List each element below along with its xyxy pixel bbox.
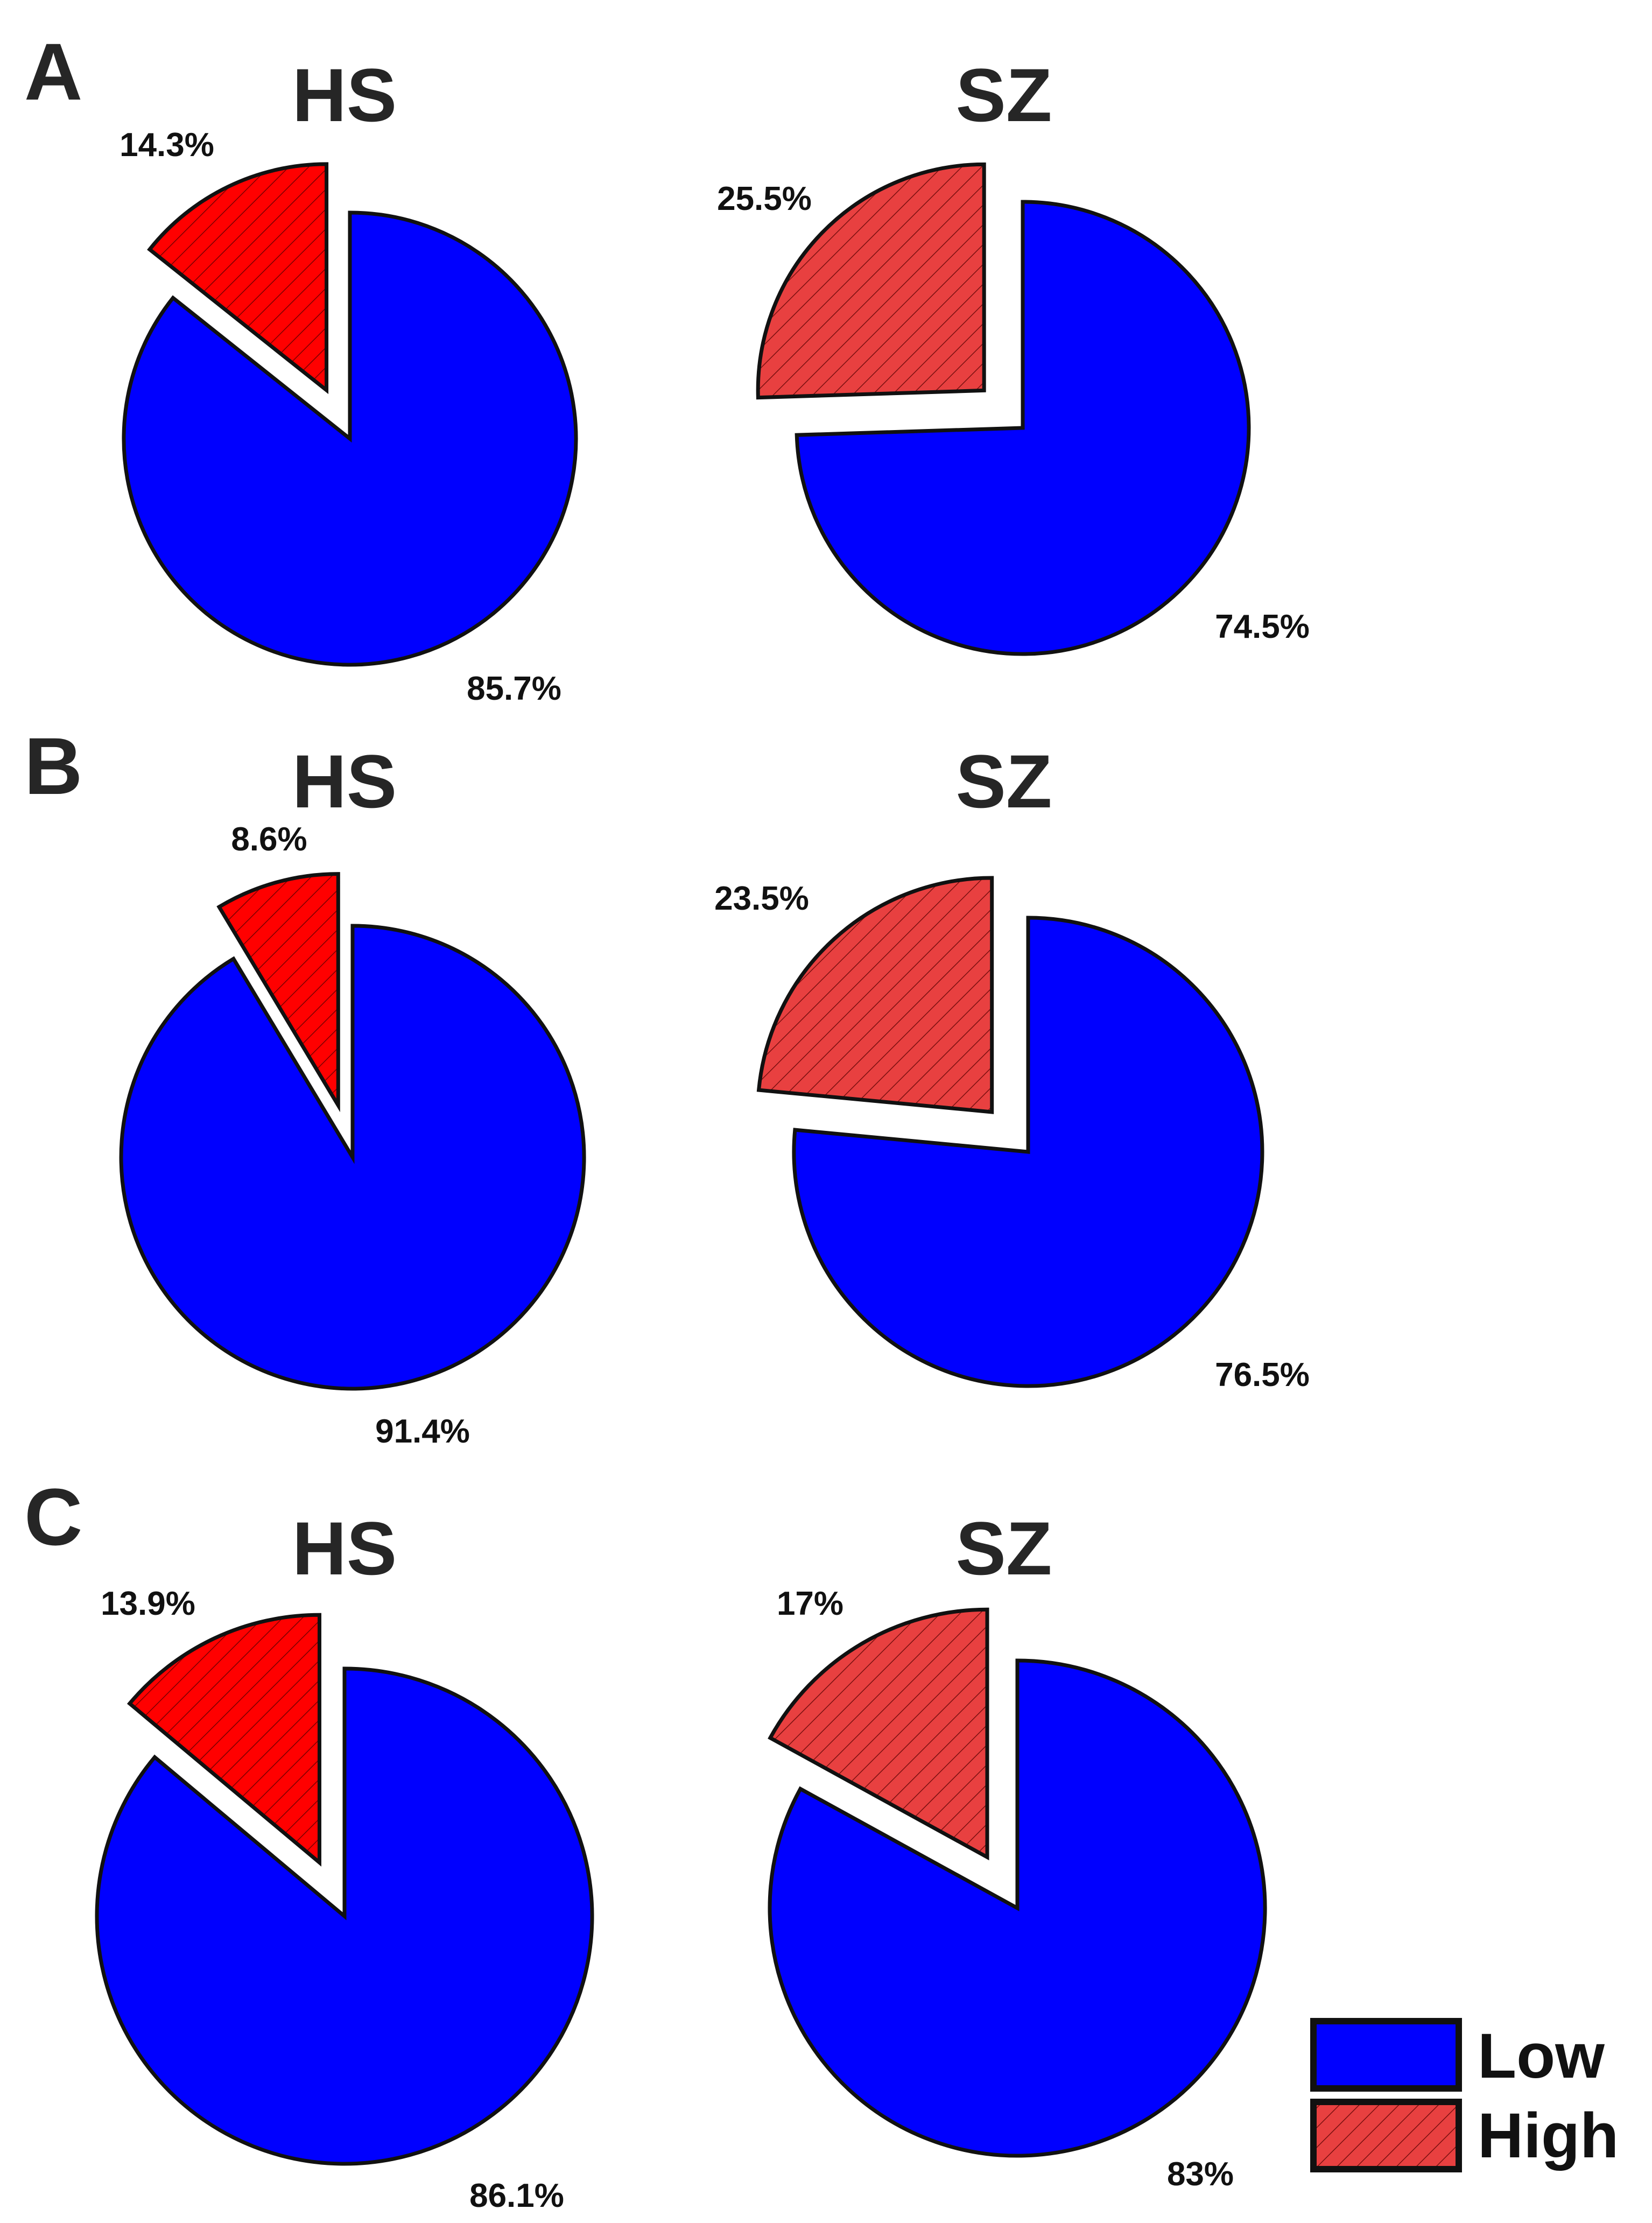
- pie-a-hs: [122, 162, 578, 667]
- pie-b-sz-low-slice: [792, 916, 1264, 1388]
- pie-c-hs-high-slice: [126, 1613, 322, 1867]
- pie-b-sz-high-slice: [756, 876, 994, 1114]
- pie-c-sz-low-label: 83%: [1167, 2156, 1234, 2193]
- pie-c-sz-low-slice: [768, 1658, 1267, 2158]
- pie-b-sz-low-label: 76.5%: [1215, 1356, 1310, 1394]
- pie-b-hs-high-slice: [216, 872, 340, 1113]
- pie-a-hs-low-slice: [122, 210, 578, 667]
- pie-a-sz-title: SZ: [956, 53, 1052, 137]
- pie-c-sz: [768, 1607, 1267, 2158]
- panel-letter-c: C: [24, 1472, 82, 1562]
- pie-c-sz-title: SZ: [956, 1506, 1052, 1591]
- legend: Low High: [1310, 2018, 1619, 2172]
- pie-b-sz-high-label: 23.5%: [714, 880, 809, 917]
- pie-a-sz-high-slice: [756, 162, 986, 400]
- legend-high-swatch: [1310, 2099, 1462, 2172]
- pie-c-sz-high-slice: [768, 1607, 989, 1861]
- pie-a-hs-title: HS: [292, 53, 397, 137]
- legend-low-swatch: [1310, 2018, 1462, 2092]
- pie-a-sz-high-label: 25.5%: [717, 180, 812, 217]
- pie-c-hs: [95, 1613, 594, 2166]
- legend-high-label: High: [1478, 2100, 1619, 2171]
- panel-letter-a: A: [24, 26, 82, 117]
- pie-c-sz-high-label: 17%: [777, 1585, 843, 1622]
- panel-letter-b: B: [24, 721, 82, 811]
- pie-b-hs: [119, 872, 586, 1391]
- pie-b-hs-low-slice: [119, 924, 586, 1391]
- pie-c-hs-title: HS: [292, 1506, 397, 1591]
- pie-a-sz-low-label: 74.5%: [1215, 608, 1310, 645]
- pie-a-hs-low-label: 85.7%: [467, 670, 561, 707]
- pie-a-sz-low-slice: [795, 200, 1251, 656]
- pie-c-hs-low-slice: [95, 1666, 594, 2166]
- pie-c-hs-high-label: 13.9%: [101, 1585, 195, 1622]
- pie-b-hs-high-label: 8.6%: [231, 821, 307, 858]
- pie-b-hs-title: HS: [292, 739, 397, 824]
- pie-a-sz: [756, 162, 1251, 656]
- pie-a-hs-high-label: 14.3%: [119, 126, 214, 164]
- pie-c-hs-low-label: 86.1%: [469, 2177, 564, 2214]
- legend-low-label: Low: [1478, 2021, 1605, 2092]
- pie-a-hs-high-slice: [147, 162, 329, 395]
- pie-b-sz-title: SZ: [956, 739, 1052, 824]
- pie-b-sz: [756, 876, 1264, 1388]
- pie-b-hs-low-label: 91.4%: [375, 1413, 470, 1450]
